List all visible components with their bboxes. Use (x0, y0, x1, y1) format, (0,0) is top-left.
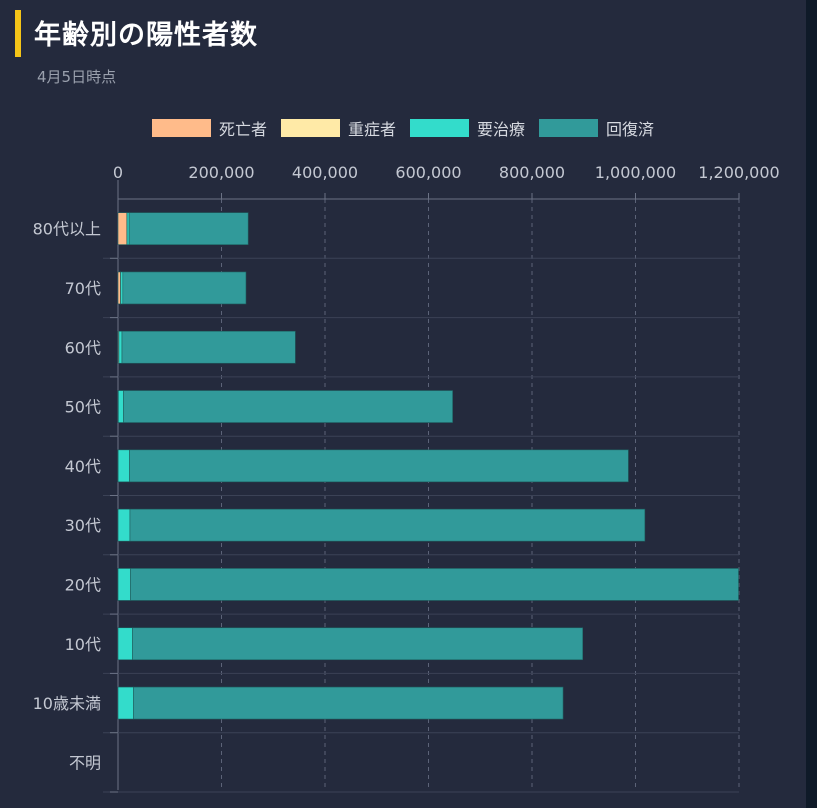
legend-label-deaths: 死亡者 (218, 120, 267, 139)
bar-segment (118, 390, 124, 423)
bar-segment (117, 627, 133, 661)
bar-segment (129, 449, 629, 483)
bar-segment (121, 330, 296, 364)
x-tick-label: 600,000 (395, 163, 461, 182)
window-edge (806, 0, 817, 808)
x-tick-label: 1,200,000 (698, 163, 779, 182)
legend-item-treatment[interactable]: 要治療 (410, 116, 525, 140)
chart-title: 年齢別の陽性者数 (34, 20, 258, 51)
bar-segment (117, 212, 128, 245)
chart-subtitle: 4月5日時点 (37, 68, 117, 86)
bar-segment (130, 568, 739, 601)
bar-segment (117, 449, 130, 483)
legend-swatch-deaths (151, 119, 211, 137)
bar-segment (123, 390, 453, 423)
bar-segment (132, 627, 584, 661)
bar-segment (120, 271, 124, 305)
category-label: 50代 (65, 398, 101, 417)
title-accent-bar (15, 10, 21, 57)
legend-item-deaths[interactable]: 死亡者 (151, 116, 267, 140)
bar-segment (117, 508, 131, 542)
category-label: 70代 (65, 279, 101, 298)
category-label: 40代 (65, 457, 101, 476)
bar-segment (117, 271, 121, 305)
bar-segment (118, 330, 123, 364)
x-tick-label: 1,000,000 (595, 163, 676, 182)
x-tick-label: 0 (113, 163, 123, 182)
legend-item-severe[interactable]: 重症者 (280, 116, 396, 140)
category-label: 20代 (65, 575, 101, 594)
x-tick-label: 400,000 (292, 163, 358, 182)
legend-swatch-severe (280, 119, 340, 137)
bar-segment (122, 271, 247, 305)
x-tick-label: 800,000 (499, 163, 565, 182)
category-label: 30代 (65, 516, 101, 535)
bar-segment (133, 686, 564, 720)
bar-segment (117, 686, 134, 720)
legend: 死亡者 重症者 要治療 回復済 (0, 116, 806, 140)
category-label: 10代 (65, 635, 101, 654)
x-tick-label: 200,000 (188, 163, 254, 182)
legend-label-recovered: 回復済 (606, 120, 655, 139)
category-label: 不明 (69, 753, 101, 772)
bar-segment (129, 508, 646, 542)
category-label: 60代 (65, 338, 101, 357)
legend-swatch-recovered (539, 119, 599, 137)
category-label: 10歳未満 (33, 694, 101, 713)
bar-segment (117, 568, 131, 601)
category-label: 80代以上 (33, 220, 101, 239)
bar-segment (126, 212, 130, 245)
legend-label-treatment: 要治療 (477, 120, 526, 139)
legend-label-severe: 重症者 (347, 120, 396, 139)
bar-segment (128, 212, 249, 245)
legend-swatch-treatment (410, 119, 469, 137)
legend-item-recovered[interactable]: 回復済 (539, 116, 654, 140)
